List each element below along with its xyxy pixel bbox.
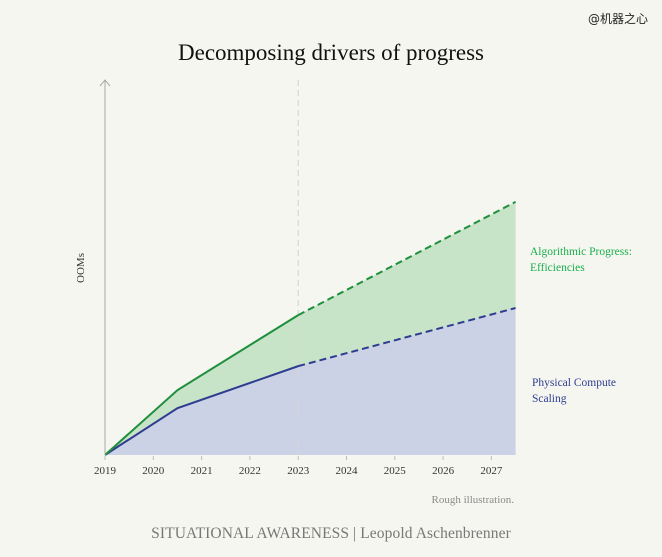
x-tick-label: 2025 (384, 465, 407, 477)
x-tick-label: 2024 (336, 465, 359, 477)
line-dashed-physical-compute-scaling (297, 307, 516, 368)
y-axis-arrow-icon (99, 79, 111, 87)
x-tick-label: 2026 (432, 465, 455, 477)
x-tick-label: 2021 (191, 465, 213, 477)
watermark: @机器之心 (587, 12, 648, 26)
legend-label-line: Physical Compute (532, 377, 616, 389)
x-tick-label: 2019 (94, 465, 117, 477)
legend-label-line: Efficiencies (530, 262, 585, 274)
y-axis-label: OOMs (75, 253, 87, 283)
chart-title: Decomposing drivers of progress (178, 40, 484, 65)
x-tick-label: 2020 (142, 465, 165, 477)
legend-label-line: Algorithmic Progress: (530, 246, 632, 258)
footnote: Rough illustration. (431, 494, 515, 506)
x-tick-label: 2023 (287, 465, 310, 477)
y-axis: OOMs (75, 79, 111, 455)
x-tick-label: 2022 (239, 465, 261, 477)
x-axis: 2019 2020 2021 2022 2023 2024 2025 2026 2027 (94, 456, 503, 477)
area-physical-compute-scaling (105, 308, 516, 455)
line-dashed-algorithmic-progress-efficiencies (297, 200, 517, 317)
legend-label-physical-compute: Physical Compute Scaling (532, 377, 616, 405)
x-tick-label: 2027 (480, 465, 503, 477)
credit-line: SITUATIONAL AWARENESS | Leopold Aschenbr… (151, 525, 511, 542)
legend-label-algorithmic-progress: Algorithmic Progress: Efficiencies (530, 246, 632, 274)
legend-label-line: Scaling (532, 393, 567, 405)
